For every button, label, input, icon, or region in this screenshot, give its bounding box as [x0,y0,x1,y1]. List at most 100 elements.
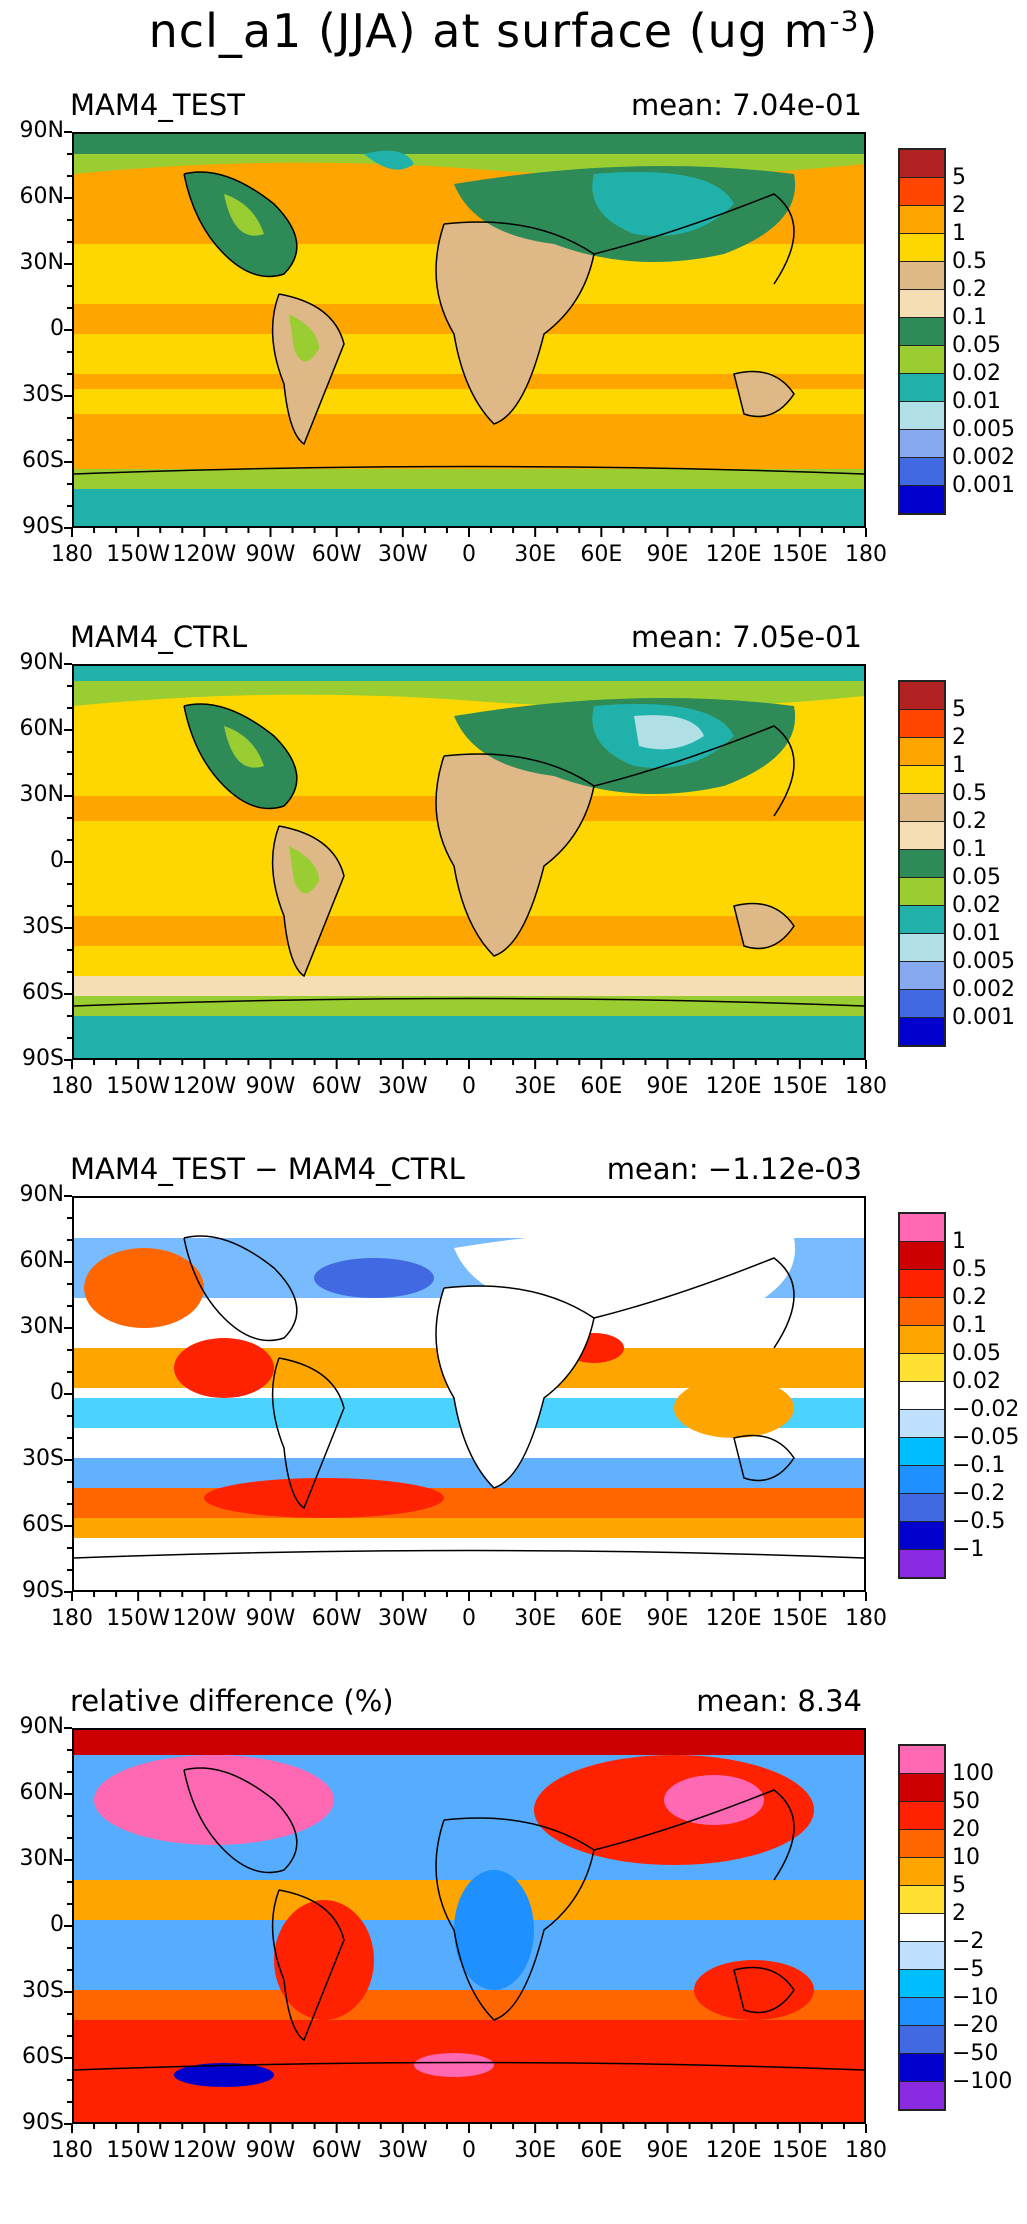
x-tick-label: 60E [580,542,623,567]
x-tick-label: 150E [771,542,828,567]
x-tick-label: 60E [580,2138,623,2163]
colorbar-label: 0.02 [952,1369,1001,1394]
colorbar-swatch [900,1522,944,1550]
x-tick-label: 90E [646,542,689,567]
map-plot [72,1196,866,1592]
colorbar-label: 50 [952,1789,980,1814]
y-tick-label: 90N [19,1714,64,1739]
colorbar-label: −1 [952,1537,985,1562]
x-tick-label: 60W [311,1074,362,1099]
x-tick-label: 60W [311,1606,362,1631]
colorbar-swatch [900,1830,944,1858]
colorbar-swatch [900,1494,944,1522]
x-tick-label: 150E [771,2138,828,2163]
colorbar-swatch [900,318,944,346]
y-tick-label: 60S [22,448,64,473]
figure-title: ncl_a1 (JJA) at surface (ug m-3) [148,4,879,58]
colorbar-label: 0.001 [952,473,1015,498]
colorbar-swatch [900,1858,944,1886]
x-tick-label: 150W [106,1074,171,1099]
y-tick-label: 60N [19,716,64,741]
colorbar-label: −2 [952,1929,985,1954]
x-tick-label: 60E [580,1074,623,1099]
panel-difference: MAM4_TEST − MAM4_CTRL mean: −1.12e-03 [0,1152,1027,1692]
colorbar-swatch [900,458,944,486]
colorbar-label: −5 [952,1957,985,1982]
colorbar-label: −0.02 [952,1397,1020,1422]
colorbar-swatch [900,1886,944,1914]
colorbar-label: −50 [952,2041,999,2066]
colorbar-label: 1 [952,221,966,246]
y-tick-label: 60S [22,1512,64,1537]
x-tick-label: 90W [245,542,296,567]
map-plot [72,664,866,1060]
colorbar-swatch [900,346,944,374]
colorbar-swatch [900,682,944,710]
colorbar-swatch [900,1438,944,1466]
colorbar-label: 0.005 [952,949,1015,974]
x-tick-label: 150E [771,1606,828,1631]
x-tick-label: 30E [514,2138,557,2163]
y-tick-label: 60S [22,980,64,1005]
colorbar-swatch [900,1214,944,1242]
x-tick-label: 120E [705,2138,762,2163]
map-plot [72,1728,866,2124]
x-tick-label: 120E [705,1074,762,1099]
colorbar-swatch [900,1746,944,1774]
colorbar-swatch [900,990,944,1018]
panel-test: MAM4_TEST mean: 7.04e-01 [0,88,1027,628]
y-tick-label: 30S [22,382,64,407]
colorbar-swatch [900,430,944,458]
colorbar-label: 0.5 [952,1257,987,1282]
x-tick-label: 150W [106,2138,171,2163]
colorbar-label: −0.5 [952,1509,1006,1534]
colorbar-swatch [900,1970,944,1998]
colorbar-label: 2 [952,193,966,218]
x-tick-label: 180 [845,2138,887,2163]
y-tick-label: 30N [19,1314,64,1339]
colorbar-label: 0.002 [952,445,1015,470]
colorbar [898,1744,946,2111]
colorbar-swatch [900,206,944,234]
y-tick-label: 60N [19,184,64,209]
colorbar-label: −0.05 [952,1425,1020,1450]
colorbar-label: 0.05 [952,333,1001,358]
y-tick-label: 90S [22,1578,64,1603]
panel-relative-difference: relative difference (%) mean: 8.34 90N 60… [0,1684,1027,2224]
colorbar-label: 0.001 [952,1005,1015,1030]
x-tick-label: 60W [311,542,362,567]
colorbar-swatch [900,1018,944,1045]
y-tick-label: 90N [19,1182,64,1207]
colorbar-label: 0.002 [952,977,1015,1002]
colorbar-swatch [900,766,944,794]
colorbar-label: 0.5 [952,249,987,274]
colorbar-label: 0.02 [952,893,1001,918]
colorbar-label: 0.1 [952,837,987,862]
colorbar-swatch [900,738,944,766]
y-tick-label: 30N [19,250,64,275]
x-tick-label: 90W [245,2138,296,2163]
colorbar-swatch [900,1774,944,1802]
colorbar-swatch [900,794,944,822]
y-tick-label: 90S [22,2110,64,2135]
colorbar-swatch [900,1382,944,1410]
panel-mean: mean: 7.04e-01 [630,88,862,122]
panel-title: relative difference (%) [70,1684,394,1718]
x-tick-label: 0 [462,542,476,567]
axis-ticks [64,1195,867,1601]
colorbar-swatch [900,1298,944,1326]
x-tick-label: 120E [705,1606,762,1631]
y-tick-label: 30N [19,1846,64,1871]
colorbar-swatch [900,710,944,738]
colorbar-swatch [900,1998,944,2026]
x-tick-label: 120W [172,542,237,567]
colorbar-label: 20 [952,1817,980,1842]
y-tick-label: 30S [22,1446,64,1471]
panel-title: MAM4_TEST [70,88,245,122]
x-tick-label: 60E [580,1606,623,1631]
panel-ctrl: MAM4_CTRL mean: 7.05e-01 [0,620,1027,1160]
colorbar-swatch [900,1326,944,1354]
colorbar-label: 1 [952,753,966,778]
x-tick-label: 150W [106,542,171,567]
colorbar-label: −0.2 [952,1481,1006,1506]
